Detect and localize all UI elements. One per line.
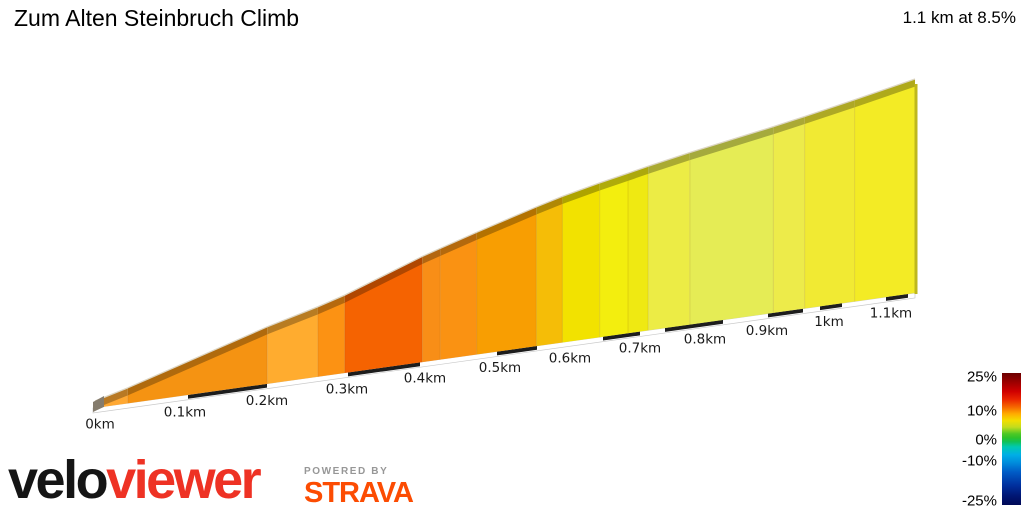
ridge-top: [317, 295, 345, 315]
ridge-top: [628, 166, 649, 181]
ridge-top: [648, 152, 690, 174]
ridge-top: [344, 256, 423, 303]
strava-attribution[interactable]: POWERED BY STRAVA: [304, 466, 414, 509]
page-title: Zum Alten Steinbruch Climb: [14, 5, 300, 31]
ridge-top: [267, 306, 318, 335]
gradient-segment: [440, 239, 477, 360]
ridge-top: [854, 79, 915, 108]
ruler-dash: [665, 319, 723, 332]
ruler-dash: [768, 308, 803, 318]
ridge-top: [804, 99, 855, 125]
x-axis-label: 1km: [814, 314, 844, 330]
gradient-legend-bar: [1002, 373, 1021, 505]
x-axis-label: 0.9km: [746, 323, 788, 339]
x-axis-label: 0.4km: [404, 371, 446, 387]
ruler-dash: [886, 293, 908, 301]
x-axis-label: 0.6km: [549, 350, 591, 366]
gradient-segment: [773, 123, 805, 313]
gradient-segment: [854, 86, 915, 302]
legend-tick-label: 0%: [975, 431, 997, 449]
ruler-dash: [348, 362, 420, 377]
ridge-top: [562, 182, 600, 204]
x-axis-label: 0.3km: [326, 382, 368, 398]
ridge-top: [536, 196, 563, 215]
logo-velo: velo: [8, 450, 109, 510]
legend-tick-label: 10%: [966, 402, 997, 420]
gradient-segment: [804, 106, 855, 309]
ruler-dash: [603, 331, 640, 341]
gradient-segment: [317, 302, 345, 377]
strava-logo: STRAVA: [304, 477, 414, 509]
x-axis-label: 0.5km: [479, 360, 521, 376]
x-axis-label: 0.2km: [246, 393, 288, 409]
x-axis-label: 0.1km: [164, 404, 206, 420]
ridge-top: [599, 173, 628, 191]
legend-tick-label: -10%: [961, 452, 997, 470]
gradient-segment: [267, 313, 318, 384]
gradient-segment: [599, 180, 628, 338]
ruler-dash: [820, 303, 842, 311]
profile-start-cap: [93, 396, 104, 412]
ridge-top: [773, 116, 805, 135]
ridge-top: [127, 326, 268, 396]
gradient-segment: [422, 255, 441, 363]
gradient-segment: [127, 333, 268, 404]
gradient-segment: [689, 133, 774, 325]
x-axis-label: 0.8km: [684, 331, 726, 347]
gradient-segment: [648, 159, 690, 331]
ridge-top: [476, 206, 537, 240]
veloviewer-logo[interactable]: veloviewer: [8, 450, 262, 510]
x-axis-label: 1.1km: [870, 305, 912, 321]
ridge-top: [440, 232, 477, 257]
ruler-dash: [188, 383, 267, 399]
legend-tick-label: 25%: [966, 368, 997, 386]
climb-summary: 1.1 km at 8.5%: [902, 8, 1016, 27]
x-axis-label: 0.7km: [619, 341, 661, 357]
ridge-top: [689, 126, 774, 161]
gradient-segment: [562, 189, 600, 343]
gradient-segment: [344, 263, 423, 373]
ridge-highlight: [94, 78, 916, 402]
powered-by-label: POWERED BY: [304, 466, 389, 477]
gradient-segment: [536, 203, 563, 347]
gradient-segment: [628, 173, 649, 334]
logo-viewer: viewer: [106, 450, 262, 510]
x-axis-label: 0km: [85, 416, 115, 432]
legend-tick-label: -25%: [961, 492, 997, 510]
ruler-dash: [497, 346, 537, 356]
ridge-top: [422, 248, 441, 265]
gradient-segment: [476, 213, 537, 355]
